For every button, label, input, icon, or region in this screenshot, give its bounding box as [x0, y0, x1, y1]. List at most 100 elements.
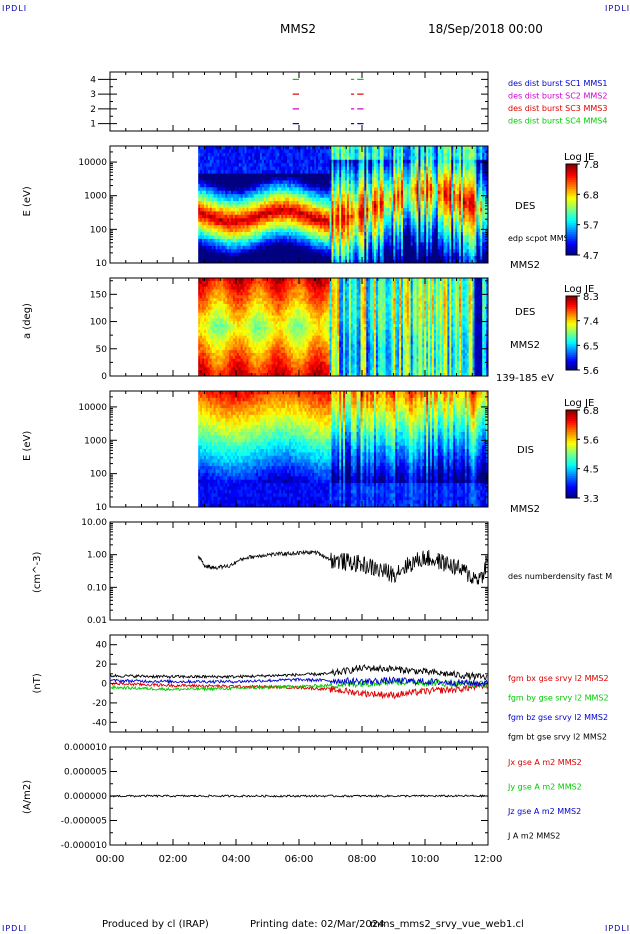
spectrogram-cell	[248, 152, 251, 157]
spectrogram-cell	[310, 180, 313, 185]
spectrogram-cell	[261, 173, 265, 178]
spectrogram-cell	[472, 211, 475, 216]
spectrogram-cell	[198, 259, 201, 264]
spectrogram-cell	[337, 176, 340, 181]
spectrogram-cell	[244, 204, 247, 209]
spectrogram-cell	[236, 235, 240, 240]
spectrogram-cell	[375, 245, 379, 250]
spectrogram-cell	[252, 170, 255, 174]
spectrogram-cell	[219, 156, 222, 161]
spectrogram-cell	[254, 214, 257, 219]
spectrogram-cell	[316, 242, 319, 247]
spectrogram-cell	[211, 159, 214, 164]
spectrogram-cell	[231, 194, 234, 198]
spectrogram-cell	[356, 211, 359, 216]
spectrogram-cell	[345, 194, 348, 198]
spectrogram-cell	[269, 180, 272, 185]
spectrogram-cell	[339, 183, 342, 188]
spectrogram-cell	[331, 183, 334, 188]
spectrogram-cell	[265, 225, 269, 229]
spectrogram-cell	[256, 252, 259, 257]
spectrogram-cell	[261, 197, 265, 202]
spectrogram-cell	[232, 238, 236, 243]
spectrogram-cell	[254, 146, 257, 150]
spectrogram-cell	[205, 163, 209, 167]
spectrogram-cell	[443, 201, 446, 205]
spectrogram-cell	[200, 238, 203, 243]
spectrogram-cell	[472, 235, 475, 240]
spectrogram-cell	[225, 201, 228, 205]
spectrogram-cell	[277, 176, 280, 181]
spectrogram-cell	[414, 183, 417, 188]
spectrogram-cell	[341, 225, 344, 229]
spectrogram-cell	[248, 225, 251, 229]
spectrogram-cell	[298, 156, 301, 161]
spectrogram-cell	[341, 218, 344, 223]
spectrogram-cell	[306, 180, 309, 185]
spectrogram-cell	[414, 149, 417, 154]
spectrogram-cell	[273, 180, 276, 185]
spectrogram-cell	[260, 201, 263, 205]
spectrogram-cell	[333, 176, 336, 181]
spectrogram-cell	[302, 159, 305, 164]
spectrogram-cell	[202, 211, 205, 216]
spectrogram-cell	[227, 149, 230, 154]
spectrogram-cell	[238, 259, 242, 264]
spectrogram-cell	[331, 180, 334, 185]
spectrogram-cell	[258, 242, 261, 247]
spectrogram-cell	[204, 201, 207, 205]
spectrogram-cell	[306, 207, 309, 212]
spectrogram-cell	[345, 245, 348, 250]
spectrogram-cell	[227, 221, 230, 226]
spectrogram-cell	[200, 214, 203, 219]
spectrogram-cell	[279, 225, 282, 229]
spectrogram-cell	[277, 166, 280, 171]
spectrogram-cell	[317, 190, 321, 195]
spectrogram-cell	[265, 256, 269, 260]
spectrogram-cell	[317, 180, 321, 185]
spectrogram-cell	[433, 194, 437, 198]
spectrogram-cell	[211, 197, 214, 202]
spectrogram-cell	[395, 252, 398, 257]
spectrogram-cell	[225, 176, 228, 181]
spectrogram-cell	[271, 183, 274, 188]
spectrogram-cell	[290, 252, 294, 257]
spectrogram-cell	[205, 225, 209, 229]
spectrogram-cell	[304, 245, 307, 250]
spectrogram-cell	[219, 256, 222, 260]
spectrogram-cell	[271, 190, 274, 195]
spectrogram-cell	[302, 228, 305, 233]
spectrogram-cell	[260, 204, 263, 209]
spectrogram-cell	[314, 149, 317, 154]
spectrogram-cell	[275, 173, 278, 178]
spectrogram-cell	[298, 256, 301, 260]
spectrogram-cell	[290, 156, 294, 161]
spectrogram-cell	[339, 146, 342, 150]
spectrogram-cell	[202, 194, 205, 198]
spectrogram-cell	[269, 228, 272, 233]
spectrogram-cell	[213, 170, 216, 174]
spectrogram-cell	[217, 201, 220, 205]
spectrogram-cell	[366, 245, 369, 250]
spectrogram-cell	[254, 166, 257, 171]
spectrogram-cell	[250, 201, 253, 205]
spectrogram-cell	[221, 180, 224, 185]
spectrogram-cell	[238, 242, 242, 247]
spectrogram-cell	[327, 218, 330, 223]
spectrogram-cell	[321, 190, 325, 195]
spectrogram-cell	[240, 170, 243, 174]
spectrogram-cell	[323, 173, 327, 178]
spectrogram-cell	[395, 218, 398, 223]
spectrogram-cell	[227, 166, 230, 171]
spectrogram-cell	[209, 176, 213, 181]
spectrogram-cell	[356, 166, 359, 171]
spectrogram-cell	[254, 201, 257, 205]
spectrogram-cell	[256, 187, 259, 192]
spectrogram-cell	[404, 170, 408, 174]
spectrogram-cell	[221, 183, 224, 188]
spectrogram-cell	[289, 221, 292, 226]
spectrogram-cell	[246, 214, 249, 219]
spectrogram-cell	[283, 159, 286, 164]
spectrogram-cell	[261, 152, 265, 157]
spectrogram-cell	[404, 225, 408, 229]
